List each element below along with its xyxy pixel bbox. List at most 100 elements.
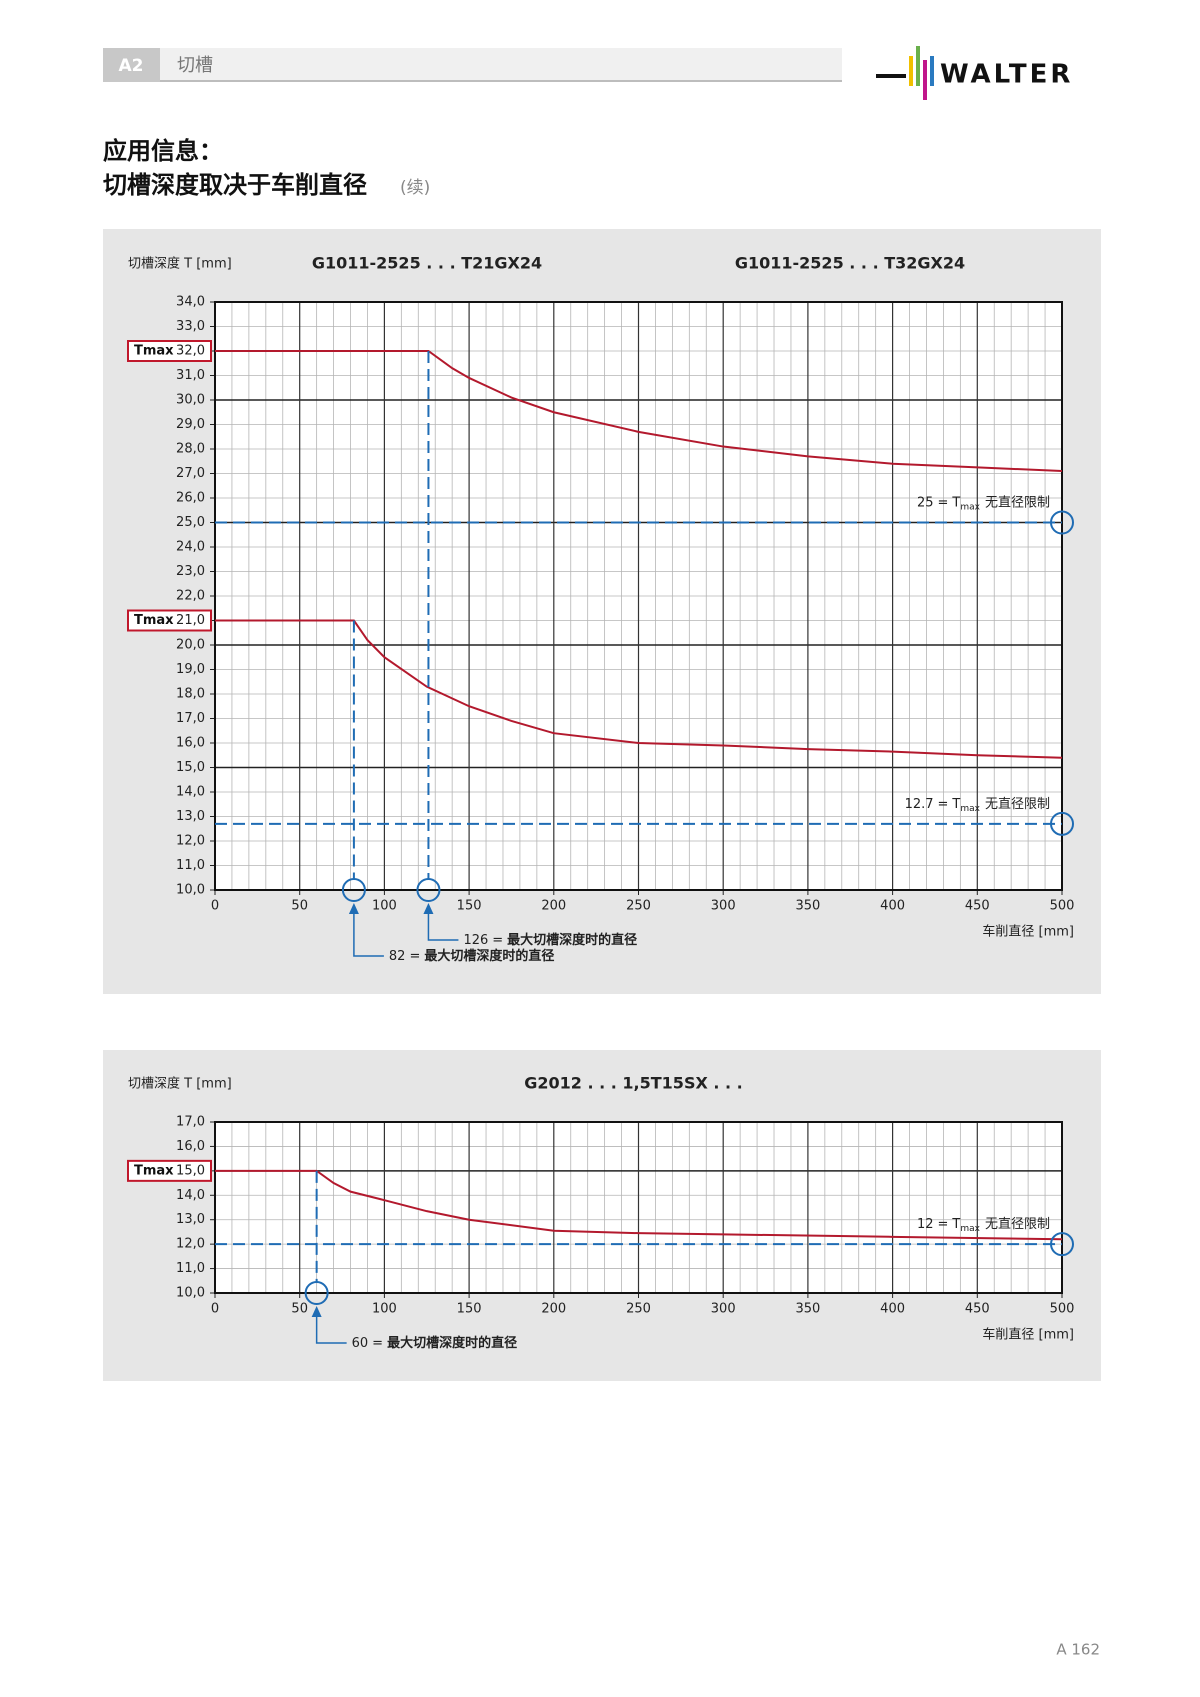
x-tick-label: 300 [711, 1302, 736, 1317]
ref-eq: = [938, 796, 949, 811]
heading: 切槽深度取决于车削直径 [103, 171, 367, 199]
y-tick-label: 24,0 [176, 540, 205, 555]
tmax-text: Tmax [134, 344, 174, 359]
series-title: G2012 . . . 1,5T15SX . . . [524, 1074, 743, 1093]
data-line [215, 619, 1063, 759]
y-tick-label: 12,0 [176, 1237, 205, 1252]
x-tick-label: 200 [541, 1302, 566, 1317]
y-tick-label: 30,0 [176, 393, 205, 408]
reference-marker [1050, 510, 1074, 535]
x-tick-label: 150 [457, 1302, 482, 1317]
logo-bar [923, 60, 927, 100]
ref-text: 无直径限制 [985, 1217, 1050, 1232]
logo: WALTER [876, 46, 1073, 100]
y-tick-label: 27,0 [176, 466, 205, 481]
y-tick-label: 23,0 [176, 564, 205, 579]
plot-frame [214, 1121, 1063, 1294]
logo-text: WALTER [940, 60, 1073, 90]
y-tick-label: 15,0 [176, 1163, 205, 1178]
reference-label: 12.7 = Tmax 无直径限制 [905, 796, 1050, 813]
y-tick-label: 21,0 [176, 613, 205, 628]
reference-label: 12 = Tmax 无直径限制 [917, 1217, 1050, 1234]
ref-value: 60 [352, 1336, 369, 1351]
y-tick-label: 16,0 [176, 736, 205, 751]
x-tick-label: 350 [795, 899, 820, 914]
logo-bar [876, 74, 906, 78]
y-tick-label: 15,0 [176, 760, 205, 775]
y-tick-label: 17,0 [176, 711, 205, 726]
y-tick-label: 26,0 [176, 491, 205, 506]
tmax-text: Tmax [134, 1163, 174, 1178]
y-tick-label: 25,0 [176, 515, 205, 530]
data-line [215, 1169, 1063, 1241]
data-line [215, 350, 1063, 473]
ref-text: 最大切槽深度时的直径 [387, 1335, 517, 1351]
section-tab [103, 48, 160, 82]
y-tick-label: 32,0 [176, 344, 205, 359]
ref-text: 无直径限制 [985, 796, 1050, 811]
y-tick-label: 18,0 [176, 687, 205, 702]
y-tick-label: 17,0 [176, 1115, 205, 1130]
y-tick-label: 33,0 [176, 319, 205, 334]
x-tick-label: 450 [965, 899, 990, 914]
x-tick-label: 0 [211, 1302, 219, 1317]
leader-arrow [348, 903, 359, 914]
ref-value: 25 [917, 495, 934, 510]
y-tick-label: 14,0 [176, 785, 205, 800]
y-tick-label: 22,0 [176, 589, 205, 604]
y-tick-label: 13,0 [176, 1212, 205, 1227]
y-tick-label: 11,0 [176, 1261, 205, 1276]
leader-line [353, 906, 384, 957]
ref-text: 最大切槽深度时的直径 [507, 932, 637, 948]
ref-sub: max [960, 1224, 980, 1234]
ref-sub: max [960, 803, 980, 813]
reference-label: 126 = 最大切槽深度时的直径 [463, 932, 637, 948]
y-tick-label: 19,0 [176, 662, 205, 677]
y-tick-label: 14,0 [176, 1188, 205, 1203]
ref-value: 12 [917, 1217, 934, 1232]
reference-label: 25 = Tmax 无直径限制 [917, 495, 1050, 512]
y-tick-label: 34,0 [176, 295, 205, 310]
section: A2 [119, 56, 144, 76]
y-tick-label: 31,0 [176, 368, 205, 383]
ref-sub: max [960, 502, 980, 512]
ref-eq: = [938, 1217, 949, 1232]
x-tick-label: 350 [795, 1302, 820, 1317]
ref-eq: = [409, 949, 420, 964]
ref-sym: T [951, 495, 960, 510]
x-tick-label: 300 [711, 899, 736, 914]
y-tick-label: 28,0 [176, 442, 205, 457]
reference-marker [1050, 1232, 1074, 1257]
y-tick-label: 10,0 [176, 1286, 205, 1301]
tmax-box [127, 1159, 212, 1182]
x-tick-label: 0 [211, 899, 219, 914]
x-tick-label: 400 [880, 1302, 905, 1317]
y-tick-label: 10,0 [176, 883, 205, 898]
x-tick-label: 100 [372, 1302, 397, 1317]
plot-frame [214, 301, 1063, 891]
leader-arrow [423, 903, 434, 914]
x-tick-label: 450 [965, 1302, 990, 1317]
logo-bar [916, 46, 920, 86]
x-axis-label: 车削直径 [mm] [982, 924, 1074, 940]
tmax-text: Tmax [134, 613, 174, 628]
ref-eq: = [938, 495, 949, 510]
leader-arrow [311, 1306, 322, 1317]
y-tick-label: 13,0 [176, 809, 205, 824]
ref-value: 82 [389, 949, 406, 964]
ref-eq: = [492, 933, 503, 948]
x-tick-label: 150 [457, 899, 482, 914]
y-tick-label: 12,0 [176, 834, 205, 849]
heading-note: (续) [400, 178, 430, 198]
y-tick-label: 29,0 [176, 417, 205, 432]
header-band [160, 48, 842, 82]
tmax-box [127, 340, 212, 362]
x-tick-label: 250 [626, 899, 651, 914]
x-tick-label: 400 [880, 899, 905, 914]
series-title: G1011-2525 . . . T32GX24 [735, 254, 965, 273]
ref-text: 最大切槽深度时的直径 [424, 948, 554, 964]
leader-line [427, 906, 459, 941]
x-tick-label: 250 [626, 1302, 651, 1317]
x-tick-label: 50 [291, 1302, 308, 1317]
